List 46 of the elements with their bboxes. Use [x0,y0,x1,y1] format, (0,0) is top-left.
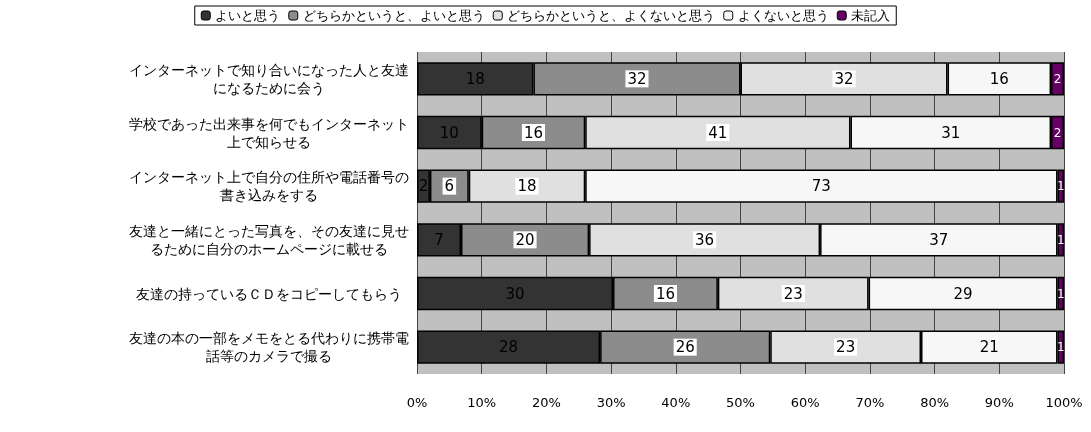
x-tick-label: 10% [467,395,497,410]
legend-label: 未記入 [851,8,891,23]
x-tick-label: 90% [984,395,1014,410]
data-label: 31 [941,123,961,142]
data-label: 6 [444,177,455,196]
legend-label: どちらかというと、よいと思う [302,8,485,23]
data-label: 2 [1053,125,1062,140]
data-label: 32 [834,69,854,88]
data-label: 1 [1056,179,1065,194]
data-label: 2 [1053,71,1062,86]
data-label: 1 [1056,340,1065,355]
data-label: 20 [515,230,535,249]
x-tick-label: 40% [661,395,691,410]
legend-label: よいと思う [215,8,281,23]
data-label: 26 [675,338,695,357]
legend-label: どちらかというと、よくないと思う [507,8,716,23]
data-label: 37 [929,230,949,249]
legend-label: よくないと思う [737,8,829,23]
y-tick-label: 友達の本の一部をメモをとる代わりに携帯電話等のカメラで撮る [129,330,409,365]
data-label: 1 [1056,232,1065,247]
data-label: 21 [979,338,999,357]
x-tick-label: 80% [920,395,950,410]
x-tick-label: 60% [790,395,820,410]
data-label: 16 [523,123,544,142]
x-tick-label: 0% [406,395,428,410]
data-label: 73 [811,177,831,196]
data-label: 23 [783,284,803,303]
y-tick-label: 友達と一緒にとった写真を、その友達に見せるために自分のホームページに載せる [129,222,409,257]
x-tick-label: 50% [726,395,755,410]
y-tick-label: 学校であった出来事を何でもインターネット上で知らせる [129,115,409,150]
data-label: 36 [695,230,715,249]
data-label: 1 [1056,286,1065,301]
data-label: 16 [655,284,675,303]
x-tick-label: 70% [855,395,885,410]
x-tick-label: 30% [596,395,626,410]
data-label: 23 [836,338,856,357]
data-label: 29 [953,284,973,303]
data-label: 16 [989,69,1009,88]
data-label: 32 [627,69,647,88]
data-label: 41 [708,123,728,142]
x-tick-label: 20% [531,395,561,410]
y-tick-label: 友達の持っているＣＤをコピーしてもらう [136,285,402,302]
data-label: 18 [517,177,537,196]
y-tick-label: インターネット上で自分の住所や電話番号の書き込みをする [129,169,409,204]
x-tick-label: 100% [1045,395,1083,410]
y-tick-label: インターネットで知り合いになった人と友達になるために会う [129,61,409,96]
